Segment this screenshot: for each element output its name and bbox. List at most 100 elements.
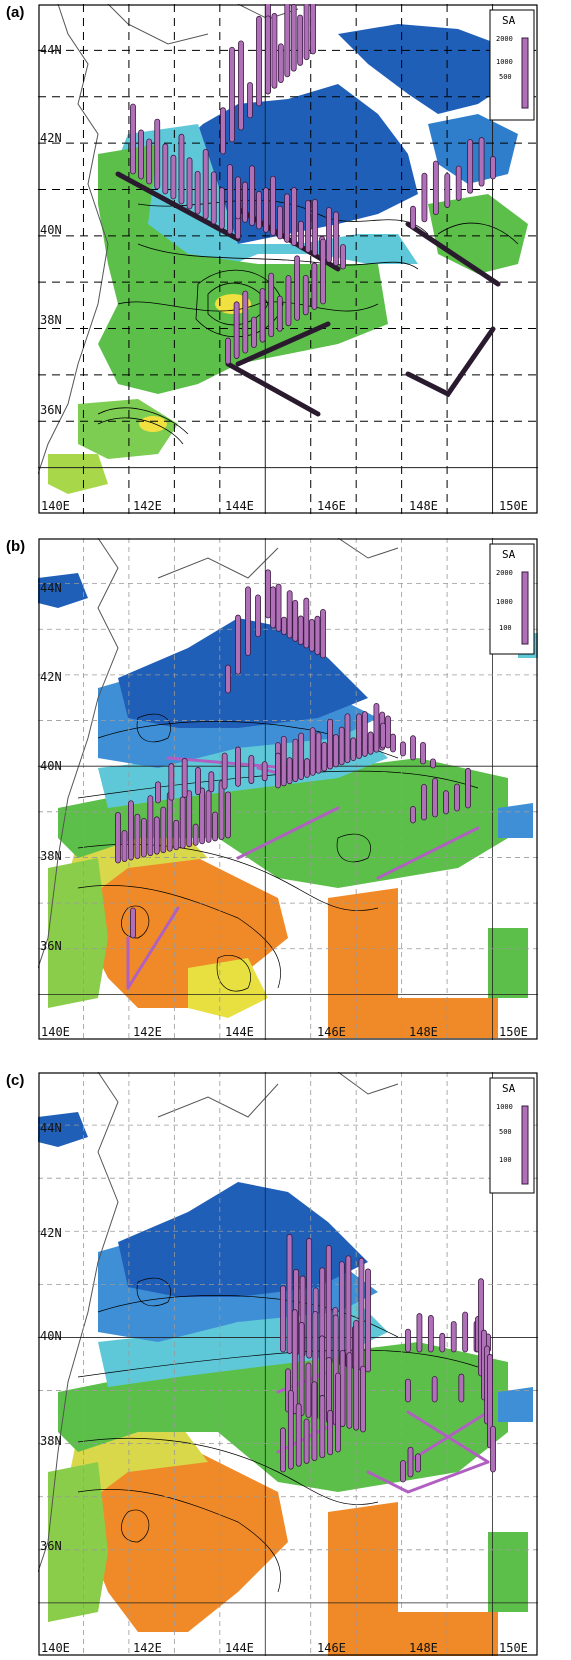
legend-value-3: 100 — [499, 624, 512, 632]
field-dark-blue-ne — [338, 24, 508, 114]
field-dark-blue — [118, 1182, 368, 1297]
sa-bar — [147, 795, 154, 857]
lat-label: 38N — [40, 849, 62, 863]
sa-bar — [210, 171, 217, 225]
sa-bar — [290, 4, 297, 72]
sa-bar — [218, 780, 225, 840]
sa-bar — [134, 813, 141, 859]
sa-bar — [146, 138, 153, 185]
field-cyan — [108, 124, 418, 274]
sa-bar — [312, 198, 318, 257]
sa-bar — [170, 154, 177, 200]
sa-bar — [298, 220, 304, 250]
sa-bar — [325, 1245, 332, 1364]
sa-bar — [410, 205, 416, 230]
sa-bar — [373, 702, 380, 753]
sa-bar — [454, 783, 460, 812]
sa-bar — [405, 1378, 411, 1403]
sa-bar — [292, 599, 299, 642]
field-orange-strip-e — [398, 998, 498, 1038]
field-orange-strip-e — [398, 1612, 498, 1656]
sa-bar — [138, 129, 144, 180]
sa-bar — [256, 15, 262, 107]
sa-bar — [280, 1285, 286, 1353]
legend-value-2: 500 — [499, 1128, 512, 1136]
sa-bars — [280, 1233, 496, 1483]
map-panel-c: SA 1000 500 100 44N 42N 40N 38N 36N 140E… — [38, 1072, 538, 1656]
lon-label: 144E — [225, 499, 254, 513]
sa-bar — [235, 746, 241, 787]
lon-label: 140E — [41, 1641, 70, 1655]
sa-bar — [225, 791, 231, 839]
field-dark-blue-nw — [38, 573, 88, 608]
sa-bar — [270, 586, 276, 629]
sa-bar — [205, 790, 212, 843]
sa-bar — [400, 741, 406, 757]
sa-bar — [444, 172, 451, 208]
sa-bar — [365, 1268, 371, 1373]
legend-value-1: 1000 — [496, 1103, 513, 1111]
legend-value-1: 2000 — [496, 569, 513, 577]
sa-bar — [332, 734, 339, 768]
sa-bar — [297, 615, 304, 646]
sa-bar — [229, 46, 235, 143]
sa-bar — [128, 800, 134, 861]
lat-lon-grid — [38, 538, 538, 1040]
sa-bar — [179, 796, 186, 849]
field-green-e — [488, 928, 528, 998]
field-yellow-s — [188, 958, 268, 1018]
lon-labels: 140E 142E 144E 146E 148E 150E — [41, 499, 528, 513]
sa-bar — [248, 755, 255, 784]
sa-bar — [281, 616, 288, 636]
legend-value-3: 100 — [499, 1156, 512, 1164]
sa-bar — [227, 164, 233, 235]
sa-bar — [162, 143, 169, 195]
sa-bar — [160, 806, 167, 854]
sa-bar — [427, 1315, 434, 1353]
sa-bar — [407, 1446, 414, 1478]
sa-bar — [199, 787, 206, 845]
sa-bar — [333, 211, 339, 267]
sa-bar — [356, 713, 362, 759]
sa-bar — [166, 791, 173, 852]
legend-bar — [521, 571, 529, 645]
lon-labels: 140E 142E 144E 146E 148E 150E — [41, 1641, 528, 1655]
sa-bar — [430, 758, 436, 769]
sa-bar — [245, 586, 251, 656]
legend-value-2: 1000 — [496, 598, 513, 606]
sa-bar — [295, 1403, 302, 1467]
sa-bar — [192, 823, 199, 846]
sa-bar — [233, 301, 240, 359]
sa-bar — [238, 40, 244, 131]
sa-bar — [168, 763, 175, 801]
lat-labels: 44N 42N 40N 38N 36N — [40, 43, 62, 417]
lon-label: 148E — [409, 1025, 438, 1039]
lon-label: 146E — [317, 499, 346, 513]
sa-bar — [235, 176, 241, 220]
field-blue-e — [498, 803, 533, 838]
field-orange-strip — [328, 1502, 398, 1656]
sa-bar — [291, 1309, 298, 1415]
sa-bar — [415, 1453, 421, 1473]
sa-bar — [303, 4, 310, 61]
sa-bar — [270, 175, 276, 237]
sa-bar — [178, 133, 185, 205]
sa-bar — [431, 1376, 438, 1403]
sa-bar — [249, 165, 255, 227]
sa-bar — [235, 614, 241, 675]
sa-bar — [353, 1319, 360, 1431]
sa-bar — [140, 817, 147, 858]
sa-bar — [280, 735, 287, 787]
lat-labels: 44N 42N 40N 38N 36N — [40, 581, 62, 953]
sa-bar — [367, 731, 374, 755]
sa-bar — [286, 757, 293, 785]
sa-bar — [303, 597, 310, 649]
sa-bar — [346, 1352, 353, 1429]
sa-bar — [265, 15, 271, 95]
sa-bar — [298, 732, 305, 780]
sa-bar — [284, 193, 290, 243]
lat-label: 42N — [40, 131, 62, 145]
sa-bar — [314, 615, 321, 656]
sa-bar — [276, 295, 283, 332]
sa-bar — [345, 1255, 352, 1368]
